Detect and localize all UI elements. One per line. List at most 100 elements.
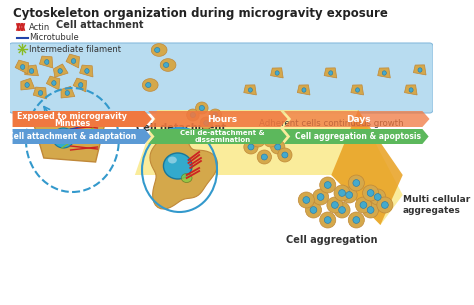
Ellipse shape	[374, 194, 381, 200]
Text: Cytoskeleton organization during microgravity exposure: Cytoskeleton organization during microgr…	[13, 7, 388, 20]
Ellipse shape	[275, 144, 281, 150]
Ellipse shape	[255, 137, 261, 143]
Ellipse shape	[164, 153, 192, 179]
Polygon shape	[53, 65, 67, 76]
Ellipse shape	[382, 71, 386, 75]
Text: Multi cellular
aggregates: Multi cellular aggregates	[403, 195, 470, 215]
Ellipse shape	[45, 59, 49, 64]
Ellipse shape	[409, 88, 413, 92]
Ellipse shape	[199, 106, 204, 110]
Ellipse shape	[196, 102, 208, 114]
Ellipse shape	[187, 109, 199, 121]
Ellipse shape	[182, 174, 192, 182]
Ellipse shape	[264, 133, 278, 147]
Polygon shape	[404, 85, 417, 95]
Ellipse shape	[370, 189, 386, 205]
Text: Days: Days	[346, 114, 370, 124]
Text: Actin: Actin	[28, 23, 50, 31]
Polygon shape	[148, 111, 288, 127]
Ellipse shape	[155, 48, 160, 52]
Ellipse shape	[251, 133, 265, 147]
Polygon shape	[80, 65, 93, 77]
Polygon shape	[413, 65, 426, 75]
Polygon shape	[160, 59, 176, 71]
Ellipse shape	[209, 109, 221, 121]
Ellipse shape	[282, 152, 288, 158]
Ellipse shape	[319, 212, 336, 228]
Ellipse shape	[334, 202, 350, 218]
Ellipse shape	[356, 197, 372, 213]
Polygon shape	[151, 44, 167, 56]
Ellipse shape	[341, 187, 357, 203]
Ellipse shape	[360, 202, 367, 208]
Ellipse shape	[324, 181, 331, 188]
Polygon shape	[378, 68, 390, 78]
Ellipse shape	[367, 190, 374, 196]
Polygon shape	[284, 111, 429, 127]
Polygon shape	[148, 129, 287, 144]
Polygon shape	[271, 68, 283, 78]
Ellipse shape	[267, 137, 273, 143]
Ellipse shape	[382, 202, 388, 208]
Ellipse shape	[298, 192, 314, 208]
Ellipse shape	[346, 192, 353, 198]
Ellipse shape	[338, 190, 346, 196]
Ellipse shape	[328, 71, 333, 75]
Ellipse shape	[331, 202, 338, 208]
Ellipse shape	[348, 212, 365, 228]
Polygon shape	[60, 87, 74, 98]
Polygon shape	[74, 78, 89, 91]
Ellipse shape	[353, 180, 360, 186]
Polygon shape	[21, 78, 35, 90]
Polygon shape	[135, 110, 403, 225]
Polygon shape	[331, 110, 403, 225]
Polygon shape	[324, 68, 337, 78]
Polygon shape	[142, 79, 158, 91]
Ellipse shape	[319, 177, 336, 193]
Ellipse shape	[305, 202, 321, 218]
Ellipse shape	[168, 156, 177, 163]
Ellipse shape	[79, 83, 83, 88]
Ellipse shape	[348, 175, 365, 191]
Ellipse shape	[278, 148, 292, 162]
Text: Cell attachment & adaptation: Cell attachment & adaptation	[8, 132, 137, 141]
Ellipse shape	[248, 144, 254, 150]
Ellipse shape	[58, 69, 63, 74]
Ellipse shape	[244, 140, 258, 154]
Polygon shape	[150, 130, 218, 209]
Polygon shape	[351, 85, 364, 95]
Polygon shape	[12, 111, 152, 127]
Ellipse shape	[65, 91, 70, 95]
Ellipse shape	[310, 206, 317, 214]
Ellipse shape	[317, 194, 324, 200]
Polygon shape	[25, 64, 39, 77]
Text: Minutes: Minutes	[54, 119, 91, 127]
Text: Cell aggregation: Cell aggregation	[285, 235, 377, 245]
Ellipse shape	[25, 83, 29, 88]
Polygon shape	[47, 76, 62, 88]
Polygon shape	[15, 60, 28, 74]
Text: Hours: Hours	[207, 114, 237, 124]
Text: Adherent cells continuous growth: Adherent cells continuous growth	[259, 119, 404, 127]
Ellipse shape	[72, 59, 76, 63]
Ellipse shape	[200, 117, 212, 129]
Ellipse shape	[302, 88, 306, 92]
Ellipse shape	[248, 88, 252, 92]
Text: Exposed to microgravity: Exposed to microgravity	[18, 112, 128, 121]
Ellipse shape	[324, 217, 331, 223]
FancyBboxPatch shape	[9, 43, 433, 113]
Ellipse shape	[164, 63, 169, 67]
Ellipse shape	[353, 217, 360, 223]
Ellipse shape	[327, 197, 343, 213]
Text: Microtubule: Microtubule	[28, 34, 78, 42]
Polygon shape	[33, 122, 105, 162]
Ellipse shape	[363, 185, 379, 201]
Polygon shape	[297, 85, 310, 95]
Ellipse shape	[52, 81, 56, 85]
Text: Cell detachment: Cell detachment	[137, 123, 226, 133]
Ellipse shape	[38, 91, 43, 95]
Ellipse shape	[204, 120, 209, 126]
Ellipse shape	[338, 206, 346, 214]
Polygon shape	[39, 56, 53, 68]
Ellipse shape	[257, 150, 272, 164]
